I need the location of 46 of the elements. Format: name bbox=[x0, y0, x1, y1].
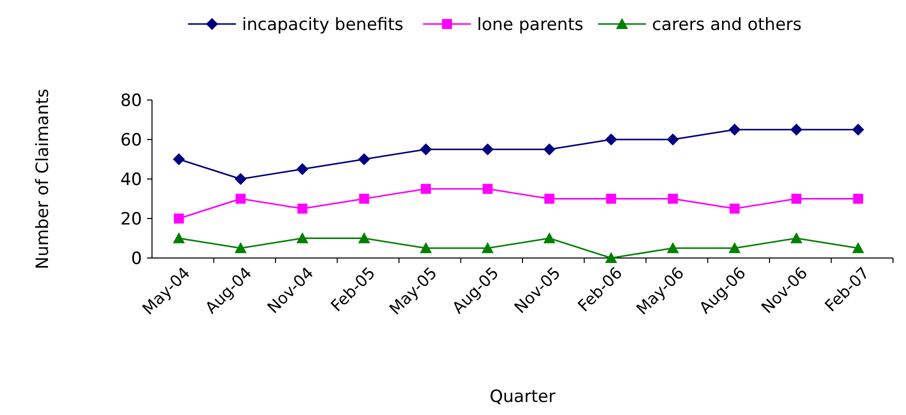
point bbox=[790, 124, 802, 136]
point bbox=[420, 184, 431, 194]
point bbox=[605, 134, 618, 146]
legend-label: lone parents bbox=[477, 14, 584, 35]
point bbox=[791, 194, 802, 204]
point bbox=[790, 232, 802, 244]
point bbox=[234, 242, 247, 254]
point bbox=[420, 242, 432, 254]
legend-label: carers and others bbox=[652, 14, 802, 35]
point bbox=[852, 242, 864, 254]
point bbox=[666, 242, 679, 254]
legend-label: incapacity benefits bbox=[242, 14, 404, 35]
point bbox=[730, 204, 740, 214]
point bbox=[606, 194, 616, 204]
point bbox=[172, 153, 185, 166]
point bbox=[852, 124, 864, 136]
point bbox=[359, 194, 370, 204]
point bbox=[666, 134, 679, 146]
point bbox=[236, 194, 246, 204]
y-tick-label: 40 bbox=[120, 170, 142, 190]
point bbox=[605, 252, 618, 263]
y-tick-label: 80 bbox=[120, 90, 142, 111]
point bbox=[358, 232, 370, 244]
y-tick-label: 20 bbox=[120, 209, 142, 230]
point bbox=[668, 194, 678, 204]
point bbox=[728, 242, 741, 254]
point bbox=[172, 232, 185, 244]
y-axis-title: Number of Claimants bbox=[33, 88, 53, 270]
point bbox=[482, 184, 493, 194]
point bbox=[544, 194, 554, 204]
y-tick-label: 60 bbox=[120, 130, 142, 150]
point bbox=[297, 204, 308, 214]
point bbox=[543, 232, 556, 244]
point bbox=[234, 173, 247, 185]
point bbox=[296, 163, 308, 176]
point bbox=[482, 143, 494, 156]
y-tick-label: 0 bbox=[131, 248, 142, 269]
point bbox=[296, 232, 308, 244]
point bbox=[543, 143, 556, 156]
point bbox=[853, 194, 864, 204]
point bbox=[482, 242, 494, 254]
point bbox=[358, 153, 370, 166]
point bbox=[728, 124, 741, 136]
x-axis-title: Quarter bbox=[490, 387, 556, 407]
point bbox=[174, 214, 184, 224]
point bbox=[420, 143, 432, 156]
